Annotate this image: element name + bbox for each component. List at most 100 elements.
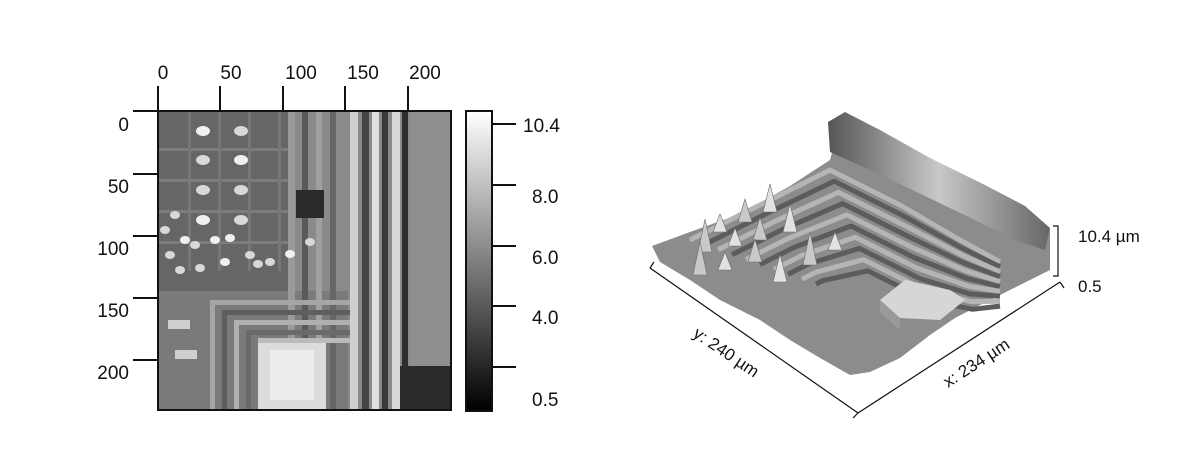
surface-ridge-line [702, 178, 1002, 270]
grid-line [158, 148, 288, 151]
surface-dot [175, 266, 185, 274]
surface-peak [752, 215, 768, 241]
surface-peak [747, 237, 763, 263]
grid-line [218, 111, 221, 271]
x-tick-label: 0 [158, 63, 169, 84]
surface-dot [225, 234, 235, 242]
surface-ridge-line [716, 189, 1002, 275]
axis-tick-3d [649, 261, 655, 269]
colorbar: 10.4 8.0 6.0 4.0 0.5 [465, 110, 560, 412]
surface-3d: 10.4 µm 0.5 y: 240 µm x: 234 µm [649, 112, 1140, 419]
stripe-horizontal [234, 320, 350, 325]
surface-ridge-line [800, 257, 1001, 305]
surface-dot [245, 251, 255, 259]
grid-line [158, 241, 288, 244]
surface-dot [196, 215, 210, 225]
colorbar-label: 10.4 [523, 116, 560, 137]
y-tick-label: 0 [118, 115, 129, 136]
x-tick-label: 100 [285, 63, 317, 84]
stripe-horizontal [246, 330, 350, 335]
surface-dot [265, 258, 275, 266]
stripe-horizontal [258, 338, 350, 343]
z-axis-bracket [1053, 225, 1059, 277]
x-tick-label: 50 [220, 63, 241, 84]
surface-ridge-line [814, 268, 1001, 312]
colorbar-label: 4.0 [532, 308, 558, 329]
stripe-corner [246, 330, 251, 410]
x-tick-label: 200 [409, 63, 441, 84]
surface-dot [285, 250, 295, 258]
grid-line [278, 111, 281, 271]
surface-peak [712, 213, 728, 233]
surface-dot [196, 185, 210, 195]
surface-dot [253, 260, 263, 268]
x-tick-label: 150 [347, 63, 379, 84]
y-tick-label: 50 [108, 177, 129, 198]
stripe-vertical [402, 111, 408, 410]
surface-dot [195, 264, 205, 272]
bright-pad-inner [270, 350, 314, 400]
grid-line [158, 210, 288, 213]
surface-dot [234, 185, 248, 195]
surface-dot [165, 251, 175, 259]
surface-dot [190, 241, 200, 249]
dark-notch [296, 190, 324, 218]
bright-marker [175, 350, 197, 359]
surface-bright-pad-side [880, 300, 900, 330]
stripe-corner [222, 310, 227, 410]
surface-dot [170, 211, 180, 219]
stripe-vertical [288, 111, 295, 410]
stripe-horizontal [210, 300, 350, 305]
surface-peak [827, 231, 843, 251]
surface-bright-pad [880, 280, 965, 320]
dot-array [160, 126, 315, 359]
stripe-vertical [372, 111, 379, 410]
stripe-vertical [330, 111, 336, 410]
stripe-vertical [350, 111, 358, 410]
surface-ridge-far [828, 112, 1050, 250]
stripe-vertical [302, 111, 308, 410]
stripe-corner [210, 300, 215, 410]
surface-dot [234, 155, 248, 165]
y-ticks: 0 50 100 150 200 [97, 110, 158, 384]
surface-dot [196, 155, 210, 165]
surface-peak [697, 218, 713, 253]
y-tick-label: 150 [97, 301, 129, 322]
surface-peak [802, 231, 818, 266]
surface-dot [220, 258, 230, 266]
stripe-vertical [382, 111, 388, 410]
x-ticks: 0 50 100 150 200 [157, 63, 441, 111]
surface-peak [772, 253, 788, 283]
grid-line [158, 179, 288, 182]
region-dark-corner [400, 366, 451, 410]
surface-ridge-line [744, 212, 1001, 284]
stripe-vertical [392, 111, 400, 410]
stripe-horizontal [222, 310, 350, 315]
region-right-band [410, 111, 451, 366]
surface-peak [692, 241, 708, 276]
surface-ridge-line [758, 223, 1001, 289]
axis-tick-3d [1059, 281, 1065, 289]
bright-marker [168, 320, 190, 329]
heightmap-2d: 0 50 100 150 200 0 50 100 150 200 [97, 63, 452, 411]
surface-peak [782, 203, 798, 233]
stripe-pattern [158, 111, 408, 410]
surface-peaks [692, 183, 843, 283]
surface-ridge-line [730, 201, 1001, 280]
surface-dot [196, 126, 210, 136]
surface-dot [234, 215, 248, 225]
grid-line [248, 111, 251, 271]
colorbar-label: 0.5 [532, 390, 558, 411]
colorbar-gradient [465, 110, 493, 412]
x-axis-3d [857, 281, 1061, 414]
surface-ridge-line [786, 245, 1001, 299]
colorbar-label: 8.0 [532, 187, 558, 208]
y-axis-label-3d: y: 240 µm [690, 324, 763, 382]
surface-peak [762, 183, 778, 213]
surface-peak [737, 197, 753, 223]
z-min-label: 0.5 [1078, 277, 1102, 296]
surface-ridge-line [772, 234, 1001, 294]
surface-dot [180, 236, 190, 244]
x-axis-label-3d: x: 234 µm [940, 335, 1013, 392]
